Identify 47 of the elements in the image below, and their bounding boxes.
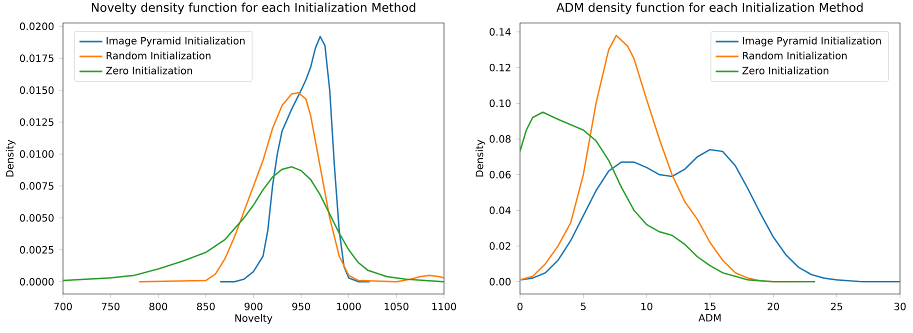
x-tick-label: 20 <box>768 302 780 310</box>
x-tick-label: 1000 <box>337 302 361 310</box>
legend-label: Image Pyramid Initialization <box>106 36 245 46</box>
line-series <box>520 148 900 282</box>
y-tick-label: 0.0025 <box>20 246 54 254</box>
x-tick-label: 1050 <box>384 302 408 310</box>
x-tick-label: 25 <box>831 302 842 310</box>
x-tick-label: 750 <box>102 302 120 310</box>
y-tick-label: 0.0150 <box>20 86 54 94</box>
y-tick-label: 0.12 <box>490 64 510 72</box>
y-tick-label: 0.0125 <box>20 118 54 126</box>
legend-label: Zero Initialization <box>106 66 192 74</box>
y-tick-label: 0.0075 <box>20 182 54 190</box>
chart-title: ADM density function for each Initialization Method <box>556 2 863 14</box>
x-tick-label: 850 <box>197 302 215 310</box>
x-tick-label: 10 <box>641 302 652 310</box>
y-tick-label: 0.08 <box>490 135 511 143</box>
x-tick-label: 800 <box>149 302 168 310</box>
x-axis-title: Novelty <box>235 314 272 324</box>
legend-label: Random Initialization <box>106 52 210 60</box>
x-tick-label: 1100 <box>432 302 456 310</box>
x-tick-label: 950 <box>292 302 310 310</box>
y-tick-label: 0.0200 <box>20 22 54 30</box>
legend-label: Image Pyramid Initialization <box>742 36 881 46</box>
y-axis-title: Density <box>476 140 486 177</box>
legend-label: Random Initialization <box>742 52 847 60</box>
x-tick-label: 5 <box>580 302 586 310</box>
y-tick-label: 0.06 <box>490 170 511 178</box>
line-series <box>63 166 444 282</box>
x-tick-label: 900 <box>244 302 262 310</box>
y-tick-label: 0.10 <box>490 100 511 108</box>
x-tick-label: 700 <box>54 302 72 310</box>
y-tick-label: 0.0000 <box>20 278 54 286</box>
y-tick-label: 0.00 <box>490 278 511 286</box>
x-tick-label: 30 <box>894 302 906 310</box>
x-axis-title: ADM <box>698 314 721 322</box>
x-tick-label: 15 <box>704 302 716 310</box>
y-tick-label: 0.0050 <box>20 214 54 222</box>
y-tick-label: 0.02 <box>490 242 510 250</box>
x-tick-label: 0 <box>517 302 523 310</box>
chart-title: Novelty density function for each Initialization Method <box>92 2 416 14</box>
legend-label: Zero Initialization <box>742 66 828 74</box>
y-axis-title: Density <box>6 140 16 177</box>
y-tick-label: 0.0175 <box>20 54 54 62</box>
y-tick-label: 0.04 <box>490 206 511 214</box>
y-tick-label: 0.0100 <box>20 150 54 158</box>
y-tick-label: 0.14 <box>490 28 511 36</box>
